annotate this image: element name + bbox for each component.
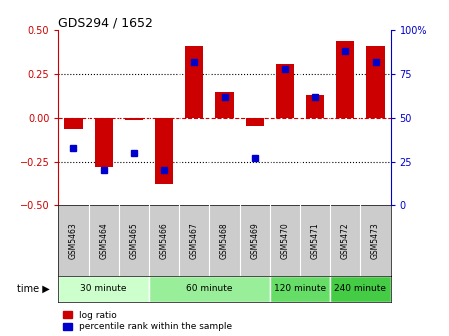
Text: 60 minute: 60 minute [186, 285, 233, 293]
Bar [276, 64, 294, 118]
Legend: log ratio, percentile rank within the sample: log ratio, percentile rank within the sa… [63, 311, 232, 332]
Text: 120 minute: 120 minute [274, 285, 326, 293]
Text: GSM5471: GSM5471 [311, 222, 320, 259]
Text: GSM5468: GSM5468 [220, 222, 229, 259]
Bar [64, 118, 83, 129]
Text: time ▶: time ▶ [17, 284, 49, 294]
Bar [95, 118, 113, 167]
Bar [155, 118, 173, 184]
Bar [336, 41, 354, 118]
Bar [125, 118, 143, 120]
Bar [216, 92, 233, 118]
Text: GDS294 / 1652: GDS294 / 1652 [58, 16, 153, 29]
Text: GSM5467: GSM5467 [190, 222, 199, 259]
Text: GSM5470: GSM5470 [281, 222, 290, 259]
Text: GSM5466: GSM5466 [159, 222, 168, 259]
Bar [246, 118, 264, 126]
Bar [306, 95, 324, 118]
Bar [58, 276, 149, 302]
Bar [330, 276, 391, 302]
Text: 30 minute: 30 minute [80, 285, 127, 293]
Bar [185, 46, 203, 118]
Text: 240 minute: 240 minute [335, 285, 387, 293]
Text: GSM5463: GSM5463 [69, 222, 78, 259]
Bar [149, 276, 270, 302]
Bar [366, 46, 385, 118]
Text: GSM5472: GSM5472 [341, 222, 350, 259]
Bar [270, 276, 330, 302]
Text: GSM5473: GSM5473 [371, 222, 380, 259]
Text: GSM5469: GSM5469 [250, 222, 259, 259]
Text: GSM5465: GSM5465 [129, 222, 138, 259]
Text: GSM5464: GSM5464 [99, 222, 108, 259]
